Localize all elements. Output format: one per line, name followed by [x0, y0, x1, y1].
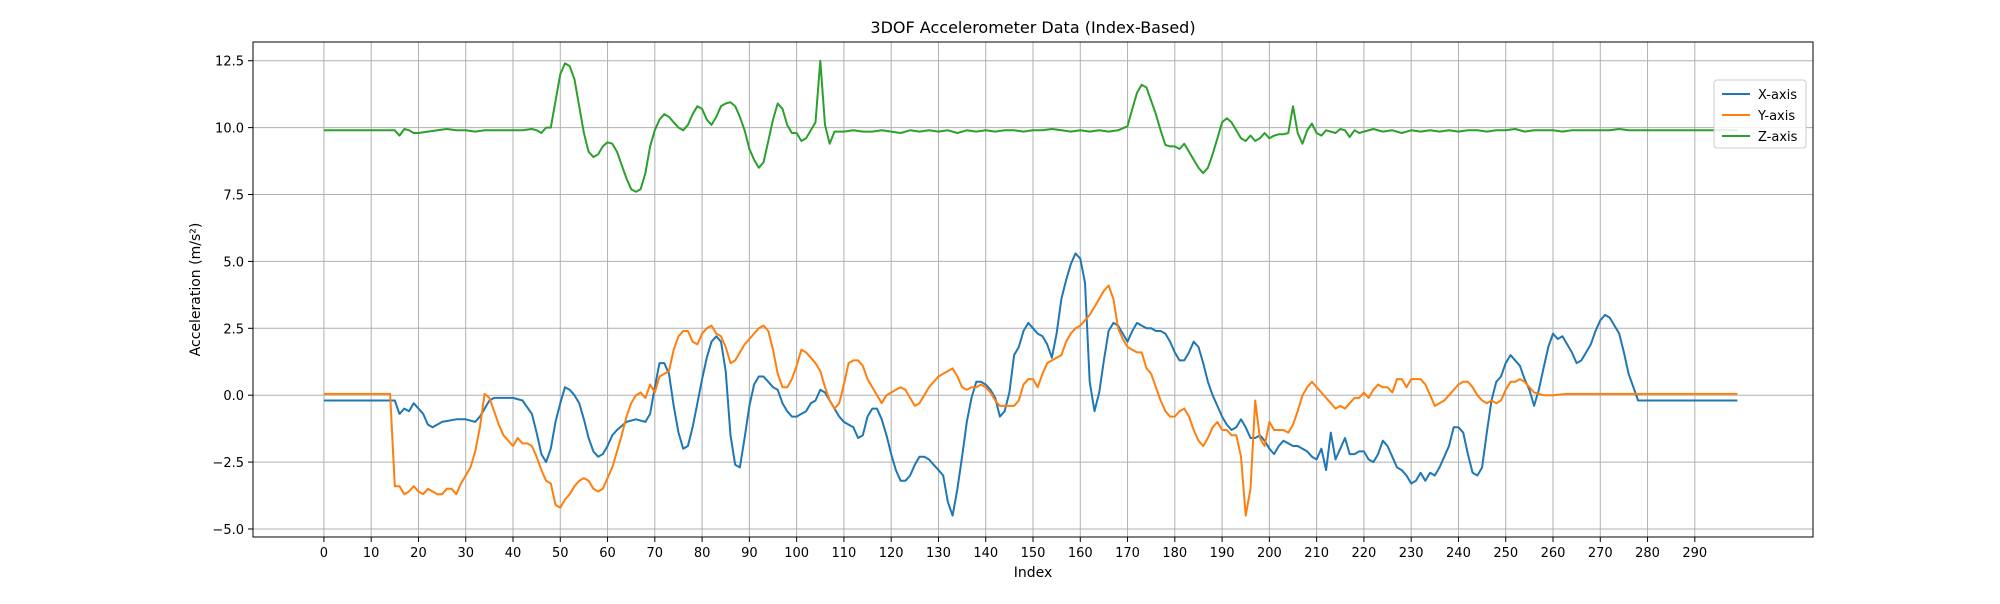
- legend-label-x-axis: X-axis: [1758, 88, 1797, 103]
- x-tick-label: 90: [741, 546, 758, 561]
- x-tick-label: 170: [1115, 546, 1140, 561]
- x-axis-ticks: 0 10 20 30 40 50 60 70 80 90 100 110 120 130 140 150 160…: [320, 537, 1707, 561]
- series-lines: [323, 59, 1738, 517]
- y-tick-label: 0.0: [223, 389, 244, 404]
- x-tick-label: 280: [1635, 546, 1660, 561]
- y-tick-label: −5.0: [212, 523, 244, 538]
- legend-label-y-axis: Y-axis: [1757, 109, 1795, 124]
- x-tick-label: 180: [1162, 546, 1187, 561]
- legend: X-axis Y-axis Z-axis: [1713, 79, 1807, 149]
- x-axis-title: Index: [1014, 565, 1053, 581]
- x-tick-label: 140: [973, 546, 998, 561]
- x-tick-label: 60: [599, 546, 616, 561]
- y-tick-label: 12.5: [215, 55, 244, 70]
- x-tick-label: 290: [1682, 546, 1707, 561]
- x-tick-label: 20: [410, 546, 427, 561]
- y-tick-label: 2.5: [223, 322, 244, 337]
- x-tick-label: 260: [1541, 546, 1566, 561]
- x-tick-label: 270: [1588, 546, 1613, 561]
- series-line-x-axis: [323, 252, 1738, 517]
- x-tick-label: 120: [879, 546, 904, 561]
- x-tick-label: 240: [1446, 546, 1471, 561]
- y-tick-label: −2.5: [212, 456, 244, 471]
- x-tick-label: 160: [1068, 546, 1093, 561]
- x-tick-label: 190: [1210, 546, 1235, 561]
- y-axis-ticks: −5.0 −2.5 0.0 2.5 5.0 7.5 10.0 12.5: [212, 55, 253, 538]
- series-line-y-axis: [323, 284, 1738, 517]
- chart-title: 3DOF Accelerometer Data (Index-Based): [870, 18, 1195, 37]
- series-line-z-axis: [323, 59, 1738, 193]
- legend-label-z-axis: Z-axis: [1758, 130, 1798, 145]
- x-tick-label: 150: [1021, 546, 1046, 561]
- y-axis-title: Acceleration (m/s²): [188, 223, 204, 357]
- x-tick-label: 110: [831, 546, 856, 561]
- x-tick-label: 40: [505, 546, 522, 561]
- x-tick-label: 200: [1257, 546, 1282, 561]
- x-tick-label: 80: [694, 546, 711, 561]
- x-tick-label: 10: [363, 546, 380, 561]
- x-tick-label: 0: [320, 546, 328, 561]
- x-tick-label: 50: [552, 546, 569, 561]
- x-tick-label: 210: [1304, 546, 1329, 561]
- x-tick-label: 100: [784, 546, 809, 561]
- grid: [253, 42, 1813, 537]
- x-tick-label: 70: [647, 546, 664, 561]
- x-tick-label: 30: [457, 546, 474, 561]
- y-tick-label: 10.0: [215, 122, 244, 137]
- legend-box: [1713, 79, 1807, 149]
- x-tick-label: 130: [926, 546, 951, 561]
- y-tick-label: 5.0: [223, 255, 244, 270]
- x-tick-label: 250: [1493, 546, 1518, 561]
- y-tick-label: 7.5: [223, 189, 244, 204]
- x-tick-label: 230: [1399, 546, 1424, 561]
- x-tick-label: 220: [1351, 546, 1376, 561]
